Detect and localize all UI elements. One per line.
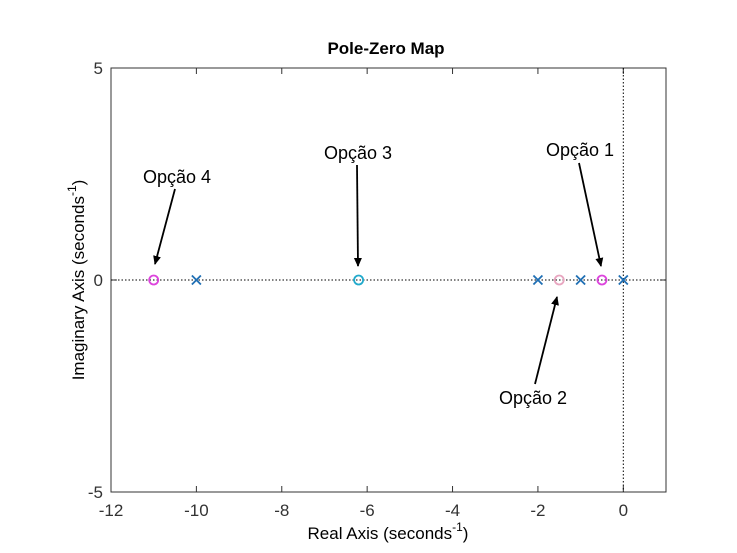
annotation-arrow	[578, 162, 604, 267]
pole-marker	[618, 274, 629, 286]
chart-title: Pole-Zero Map	[327, 39, 444, 58]
x-tick-label: -6	[360, 501, 375, 520]
pole-stroke	[618, 274, 629, 286]
x-tick-label: 0	[619, 501, 628, 520]
zero-marker	[596, 274, 608, 286]
reference-lines	[111, 68, 666, 492]
pole-stroke	[575, 274, 586, 286]
zero-marker	[148, 274, 160, 286]
annotation-label: Opção 2	[499, 388, 567, 408]
x-tick-label: -8	[274, 501, 289, 520]
zero-marker	[553, 274, 565, 286]
pole-stroke	[532, 274, 544, 286]
y-tick-label: -5	[88, 483, 103, 502]
x-tick-label: -4	[445, 501, 460, 520]
pole-zero-markers	[148, 274, 629, 286]
annotations: Opção 1 Opção 2 Opção 3 Opção 4	[143, 140, 614, 408]
annotation-arrow	[534, 296, 559, 385]
annotation-label: Opção 4	[143, 167, 211, 187]
y-tick-label: 0	[94, 271, 103, 290]
x-tick-label: -10	[184, 501, 209, 520]
pole-marker	[575, 274, 586, 286]
pole-marker	[191, 274, 202, 286]
x-tick-label: -12	[99, 501, 124, 520]
annotation-arrow	[353, 164, 362, 267]
pole-stroke	[191, 274, 202, 286]
pole-marker	[532, 274, 544, 286]
x-tick-label: -2	[530, 501, 545, 520]
annotation-arrow	[153, 188, 176, 265]
zero-marker	[353, 274, 365, 286]
y-axis-label: Imaginary Axis (seconds-1)	[65, 180, 88, 381]
annotation-label: Opção 3	[324, 143, 392, 163]
x-axis-label: Real Axis (seconds-1)	[308, 520, 469, 543]
y-tick-label: 5	[94, 59, 103, 78]
axis-ticks: -12 -10 -8 -6 -4 -2 0 -5 0 5	[88, 59, 666, 520]
annotation-label: Opção 1	[546, 140, 614, 160]
